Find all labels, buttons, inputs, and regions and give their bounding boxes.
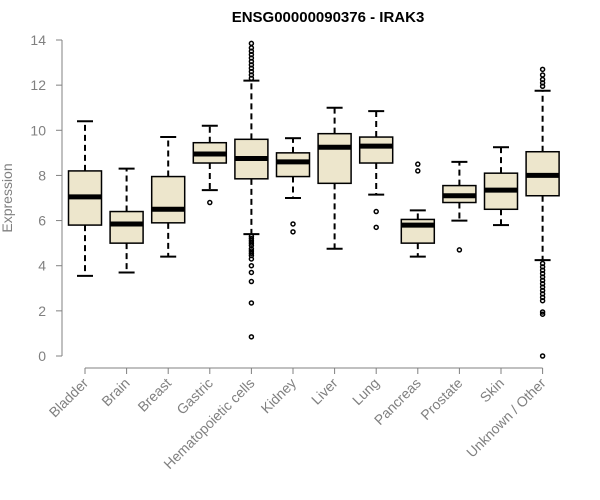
outlier-point: [415, 168, 421, 174]
outlier-point: [248, 235, 255, 242]
outlier-point: [248, 300, 255, 306]
outlier-point: [415, 161, 421, 167]
x-tick-label: Lung: [349, 375, 382, 408]
outlier-point: [248, 278, 255, 285]
y-tick-label: 6: [38, 213, 46, 229]
outlier-point: [248, 233, 255, 240]
x-tick-label: Liver: [308, 375, 341, 408]
box-group: [525, 66, 560, 359]
outlier-point: [539, 72, 546, 78]
box: [275, 152, 311, 178]
y-tick-label: 12: [30, 77, 46, 93]
outlier-point: [290, 229, 296, 235]
outlier-point: [539, 66, 546, 73]
box-group: [67, 120, 103, 277]
y-tick-label: 8: [38, 167, 46, 183]
x-tick-label: Breast: [134, 375, 174, 415]
box-group: [109, 167, 144, 274]
box-group: [317, 106, 352, 250]
outlier-point: [248, 269, 255, 276]
outlier-point: [248, 334, 255, 340]
y-tick-label: 0: [38, 348, 46, 364]
x-tick-label: Brain: [98, 375, 132, 409]
box: [109, 210, 144, 244]
box-group: [400, 161, 436, 258]
y-axis: 0 2 4 6 8 10 12 14: [30, 32, 63, 364]
outlier-point: [539, 353, 546, 359]
outlier-point: [248, 248, 255, 254]
box: [358, 136, 394, 164]
outlier-point: [290, 221, 296, 227]
x-tick-label: Skin: [477, 375, 508, 406]
outlier-point: [248, 262, 255, 269]
box: [317, 132, 352, 185]
outlier-point: [539, 311, 546, 317]
y-tick-label: 14: [30, 32, 46, 48]
x-tick-label: Bladder: [46, 375, 92, 421]
y-tick-label: 2: [38, 303, 46, 319]
y-axis-label: Expression: [0, 163, 15, 232]
outlier-point: [539, 309, 546, 315]
box-group: [358, 110, 394, 231]
chart-title: ENSG00000090376 - IRAK3: [232, 9, 425, 26]
box: [150, 175, 186, 224]
box-group: [275, 137, 311, 235]
outlier-point: [373, 224, 379, 231]
box-group: [150, 136, 186, 258]
x-tick-label: Unknown / Other: [463, 375, 549, 461]
x-tick-label: Kidney: [258, 375, 300, 417]
box-group: [442, 160, 477, 253]
outlier-point: [456, 247, 463, 253]
outlier-point: [539, 260, 546, 267]
outlier-point: [248, 40, 255, 47]
outlier-point: [207, 199, 213, 206]
x-tick-label: Prostate: [417, 375, 465, 423]
box-group: [483, 146, 519, 227]
y-tick-label: 4: [38, 258, 46, 274]
box-group: [234, 40, 269, 340]
box-group: [192, 124, 228, 206]
plot-area: [67, 40, 560, 359]
y-tick-label: 10: [30, 122, 46, 138]
outlier-point: [248, 45, 255, 51]
outlier-point: [539, 76, 546, 83]
outlier-point: [373, 208, 379, 215]
